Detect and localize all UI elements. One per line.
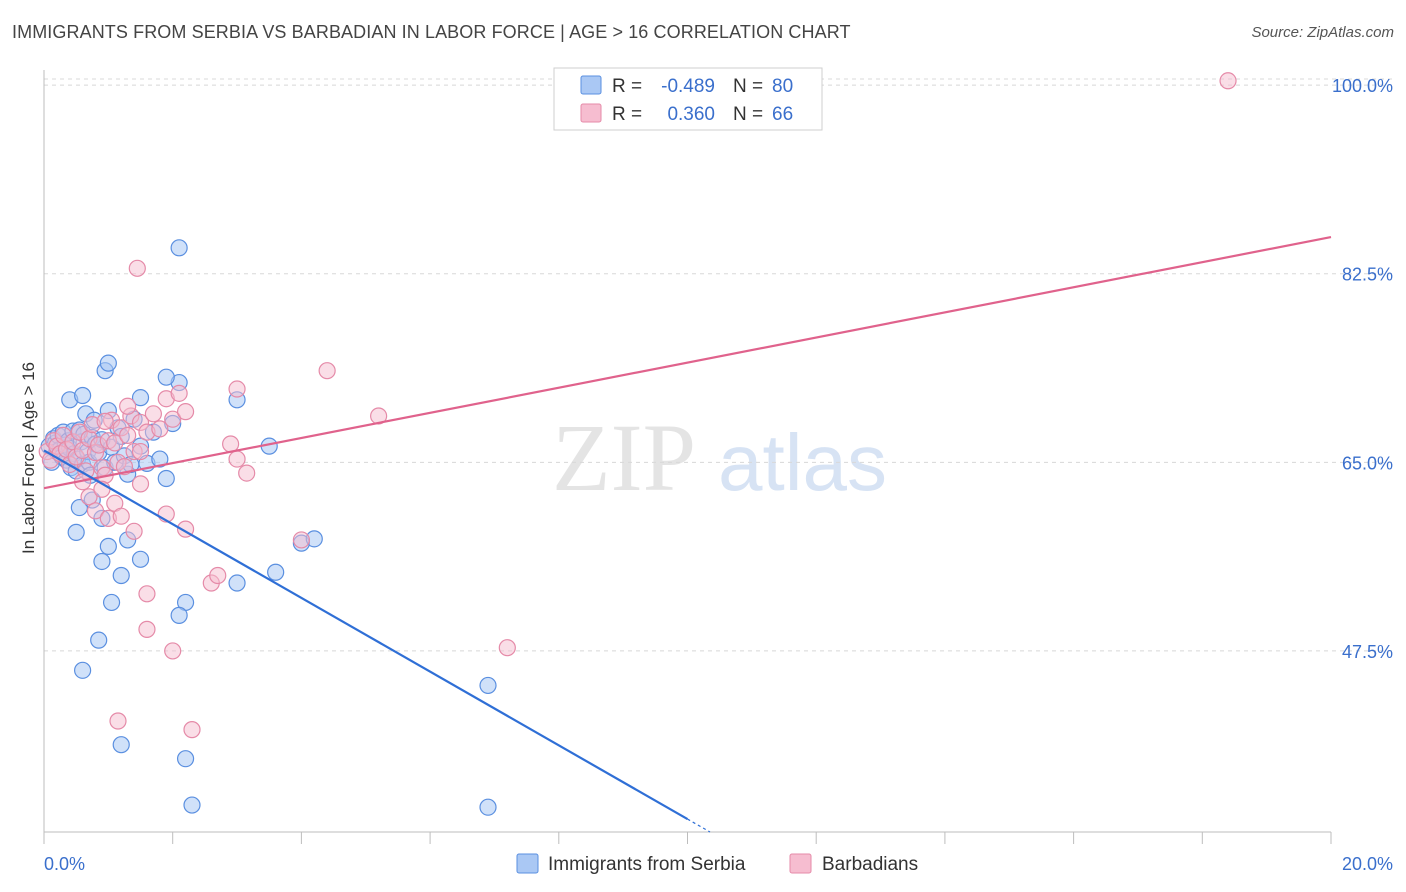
barbadian-point [86, 502, 105, 520]
barbadian-point [228, 450, 246, 468]
watermark-atlas: atlas [718, 418, 887, 507]
y-tick-label: 82.5% [1342, 265, 1393, 285]
serbia-point [267, 563, 285, 581]
barbadian-point [131, 442, 150, 461]
serbia-point [74, 661, 92, 679]
barbadian-point [170, 384, 188, 402]
series-legend-swatch-barbadians [789, 853, 812, 874]
legend-r-label-serbia: R = [612, 76, 642, 97]
serbia-point [99, 354, 117, 372]
barbadian-point [151, 420, 169, 438]
barbadian-point [138, 620, 156, 638]
y-tick-label: 47.5% [1342, 642, 1393, 662]
barbadian-point [119, 397, 137, 415]
barbadian-trend-line [43, 235, 1332, 490]
gridlines [44, 78, 1394, 652]
barbadian-point [292, 531, 310, 549]
x-tick-label: 0.0% [44, 854, 85, 874]
barbadian-point [125, 522, 143, 540]
barbadian-point [176, 403, 195, 421]
serbia-point [131, 389, 150, 407]
barbadian-point [228, 380, 246, 398]
barbadian-point [109, 712, 127, 730]
legend-n-label-serbia: N = [733, 76, 763, 97]
y-axis-title: In Labor Force | Age > 16 [19, 362, 38, 554]
serbia-point [479, 676, 497, 695]
serbia-point [112, 736, 130, 754]
series-legend-label-barbadians: Barbadians [822, 854, 918, 875]
serbia-point [67, 523, 85, 541]
y-tick-label: 100.0% [1332, 76, 1393, 96]
barbadian-point [131, 475, 150, 493]
series-legend-swatch-serbia [516, 853, 539, 874]
barbadian-point [106, 434, 124, 452]
barbadian-point [119, 426, 137, 444]
source-label: Source: ZipAtlas.com [1251, 24, 1394, 41]
barbadian-point [164, 410, 182, 428]
serbia-point [157, 469, 175, 488]
serbia-point [93, 552, 111, 571]
serbia-point [170, 239, 188, 257]
y-tick-label: 65.0% [1342, 453, 1393, 473]
barbadian-point [138, 585, 156, 603]
serbia-point [157, 368, 175, 386]
legend-n-label-barbadians: N = [733, 104, 763, 125]
barbadian-point [164, 642, 182, 660]
trend-lines [43, 235, 1332, 833]
serbia-trend-line [43, 449, 689, 821]
chart-title: IMMIGRANTS FROM SERBIA VS BARBADIAN IN L… [12, 22, 851, 42]
legend-n-value-serbia: 80 [772, 76, 793, 97]
barbadian-point [183, 721, 201, 739]
barbadian-point [1219, 72, 1237, 90]
barbadian-point [144, 405, 162, 423]
serbia-point [151, 450, 169, 468]
serbia-point [170, 606, 188, 624]
series-legend: Immigrants from Serbia Barbadians [516, 853, 918, 875]
serbia-point [176, 750, 195, 768]
legend-swatch-barbadians [580, 103, 602, 123]
barbadian-point [128, 259, 146, 277]
serbia-point [99, 537, 117, 555]
tick-labels: 47.5% 65.0% 82.5% 100.0% 0.0% 20.0% [44, 76, 1393, 874]
barbadian-points [38, 72, 1237, 739]
barbadian-point [238, 464, 256, 482]
legend-r-value-serbia: -0.489 [661, 76, 715, 97]
legend-r-value-barbadians: 0.360 [667, 104, 715, 125]
serbia-point [90, 631, 108, 649]
serbia-point [183, 796, 201, 814]
serbia-points [40, 239, 497, 816]
serbia-point [70, 498, 88, 517]
serbia-trend-extension [687, 818, 711, 833]
barbadian-point [96, 412, 114, 430]
serbia-point [228, 574, 246, 592]
barbadian-point [80, 488, 98, 506]
serbia-point [479, 798, 497, 816]
serbia-point [74, 386, 92, 405]
barbadian-point [112, 507, 130, 525]
serbia-point [102, 593, 121, 612]
barbadian-point [318, 362, 336, 380]
barbadian-point [498, 639, 516, 657]
barbadian-point [209, 566, 227, 585]
serbia-point [112, 566, 130, 585]
stats-legend: R = -0.489 N = 80 R = 0.360 N = 66 [553, 67, 823, 131]
series-legend-label-serbia: Immigrants from Serbia [548, 854, 746, 875]
legend-n-value-barbadians: 66 [772, 104, 793, 125]
watermark-zip: ZIP [552, 404, 696, 511]
serbia-point [131, 550, 150, 568]
legend-swatch-serbia [580, 75, 602, 95]
legend-r-label-barbadians: R = [612, 104, 642, 125]
x-tick-label: 20.0% [1342, 854, 1393, 874]
